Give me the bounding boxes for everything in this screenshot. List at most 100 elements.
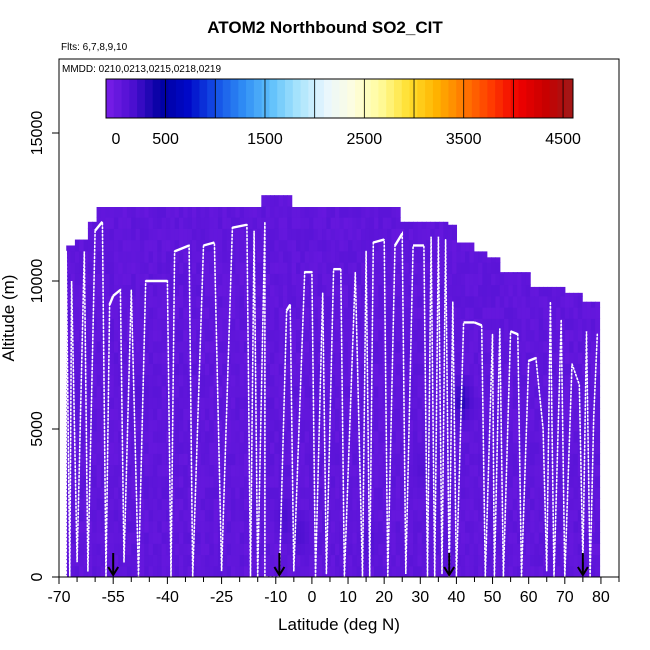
heatmap-cell bbox=[274, 430, 280, 443]
colorbar-segment bbox=[393, 79, 403, 118]
heatmap-cell bbox=[152, 228, 158, 241]
heatmap-cell bbox=[139, 509, 145, 522]
heatmap-cell bbox=[343, 442, 349, 454]
heatmap-cell bbox=[79, 408, 85, 421]
heatmap-cell bbox=[70, 250, 76, 263]
heatmap-cell bbox=[113, 453, 119, 466]
heatmap-cell bbox=[313, 295, 319, 308]
heatmap-cell bbox=[300, 262, 306, 274]
heatmap-cell bbox=[556, 286, 562, 297]
heatmap-cell bbox=[395, 498, 401, 511]
heatmap-cell bbox=[508, 318, 514, 331]
heatmap-cell bbox=[144, 430, 150, 443]
heatmap-cell bbox=[213, 532, 219, 544]
heatmap-cell bbox=[465, 363, 471, 376]
heatmap-cell bbox=[131, 284, 137, 297]
heatmap-cell bbox=[530, 509, 536, 522]
heatmap-cell bbox=[187, 419, 193, 432]
heatmap-cell bbox=[87, 487, 93, 499]
heatmap-cell bbox=[204, 554, 210, 567]
heatmap-cell bbox=[335, 475, 340, 488]
heatmap-cell bbox=[504, 272, 510, 274]
heatmap-cell bbox=[139, 532, 145, 544]
heatmap-cell bbox=[465, 295, 471, 308]
heatmap-cell bbox=[183, 352, 189, 364]
heatmap-cell bbox=[538, 498, 544, 511]
heatmap-cell bbox=[105, 397, 111, 409]
heatmap-cell bbox=[469, 419, 475, 432]
heatmap-cell bbox=[135, 217, 141, 229]
heatmap-cell bbox=[100, 442, 106, 454]
heatmap-cell bbox=[87, 228, 93, 241]
heatmap-cell bbox=[512, 554, 518, 567]
heatmap-cell bbox=[469, 242, 475, 252]
heatmap-cell bbox=[87, 397, 93, 409]
heatmap-cell bbox=[96, 217, 102, 229]
heatmap-cell bbox=[352, 419, 358, 432]
heatmap-cell bbox=[517, 307, 523, 319]
heatmap-cell bbox=[157, 250, 163, 263]
heatmap-cell bbox=[174, 487, 180, 499]
heatmap-cell bbox=[374, 543, 379, 556]
heatmap-cell bbox=[296, 520, 301, 533]
heatmap-cell bbox=[486, 284, 492, 297]
heatmap-cell bbox=[322, 520, 327, 533]
heatmap-cell bbox=[178, 554, 184, 567]
heatmap-cell bbox=[460, 475, 466, 488]
heatmap-cell bbox=[538, 374, 544, 387]
heatmap-cell bbox=[196, 217, 202, 229]
heatmap-cell bbox=[83, 329, 89, 342]
heatmap-cell bbox=[261, 340, 267, 353]
heatmap-cell bbox=[330, 498, 336, 511]
heatmap-cell bbox=[126, 442, 132, 454]
heatmap-cell bbox=[573, 554, 579, 567]
heatmap-cell bbox=[495, 262, 501, 274]
heatmap-cell bbox=[296, 475, 301, 488]
heatmap-cell bbox=[152, 532, 158, 544]
heatmap-cell bbox=[547, 565, 553, 577]
heatmap-cell bbox=[530, 295, 536, 308]
heatmap-cell bbox=[521, 340, 527, 353]
heatmap-cell bbox=[152, 363, 158, 376]
heatmap-cell bbox=[222, 374, 228, 387]
heatmap-cell bbox=[287, 273, 293, 286]
heatmap-cell bbox=[74, 487, 80, 499]
heatmap-cell bbox=[469, 554, 475, 567]
heatmap-cell bbox=[417, 554, 423, 567]
heatmap-cell bbox=[243, 340, 249, 353]
heatmap-cell bbox=[291, 419, 297, 432]
heatmap-cell bbox=[595, 475, 601, 488]
heatmap-cell bbox=[196, 408, 202, 421]
heatmap-cell bbox=[538, 363, 544, 376]
heatmap-cell bbox=[165, 453, 171, 466]
heatmap-cell bbox=[378, 250, 384, 263]
heatmap-cell bbox=[495, 565, 501, 577]
heatmap-cell bbox=[369, 520, 375, 533]
heatmap-cell bbox=[378, 565, 384, 577]
heatmap-cell bbox=[365, 318, 371, 331]
heatmap-cell bbox=[96, 419, 102, 432]
heatmap-cell bbox=[239, 262, 245, 274]
heatmap-cell bbox=[265, 250, 271, 263]
heatmap-cell bbox=[361, 295, 366, 308]
heatmap-cell bbox=[243, 397, 249, 409]
heatmap-cell bbox=[174, 385, 180, 398]
heatmap-cell bbox=[135, 509, 141, 522]
heatmap-cell bbox=[348, 430, 353, 443]
heatmap-cell bbox=[283, 295, 288, 308]
heatmap-cell bbox=[304, 453, 310, 466]
heatmap-cell bbox=[512, 487, 518, 499]
heatmap-cell bbox=[530, 363, 536, 376]
heatmap-cell bbox=[573, 498, 579, 511]
heatmap-cell bbox=[113, 228, 119, 241]
heatmap-cell bbox=[226, 453, 232, 466]
heatmap-cell bbox=[473, 464, 479, 477]
heatmap-cell bbox=[387, 565, 392, 577]
colorbar-segment bbox=[160, 79, 169, 118]
heatmap-cell bbox=[356, 554, 362, 567]
heatmap-cell bbox=[573, 340, 579, 353]
heatmap-cell bbox=[174, 217, 180, 229]
heatmap-cell bbox=[517, 498, 523, 511]
heatmap-cell bbox=[391, 565, 397, 577]
heatmap-cell bbox=[178, 464, 184, 477]
